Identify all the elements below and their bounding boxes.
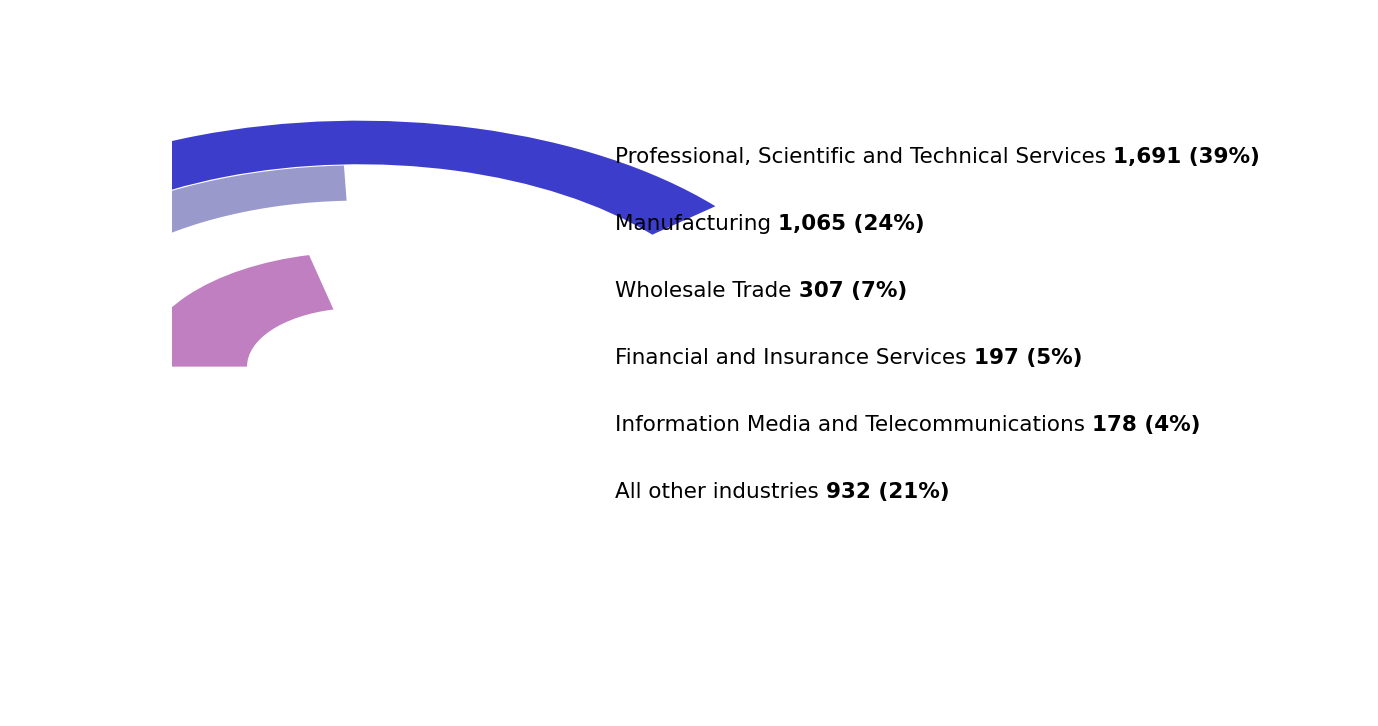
Wedge shape [141,255,333,367]
Wedge shape [113,334,145,367]
Text: 178 (4%): 178 (4%) [1093,415,1200,436]
Text: 1,065 (24%): 1,065 (24%) [779,214,925,234]
Text: Wholesale Trade: Wholesale Trade [616,281,799,301]
Text: Financial and Insurance Services: Financial and Insurance Services [616,348,974,368]
Text: 1,691 (39%): 1,691 (39%) [1113,147,1261,167]
Text: Information Media and Telecommunications: Information Media and Telecommunications [616,415,1093,436]
Text: Manufacturing: Manufacturing [616,214,779,234]
Wedge shape [0,166,347,367]
Text: 307 (7%): 307 (7%) [799,281,907,301]
Wedge shape [0,121,715,367]
Text: 932 (21%): 932 (21%) [825,482,949,502]
Wedge shape [44,296,107,367]
Text: Professional, Scientific and Technical Services: Professional, Scientific and Technical S… [616,147,1113,167]
Wedge shape [81,326,121,367]
Text: All other industries: All other industries [616,482,825,502]
Text: 197 (5%): 197 (5%) [974,348,1082,368]
